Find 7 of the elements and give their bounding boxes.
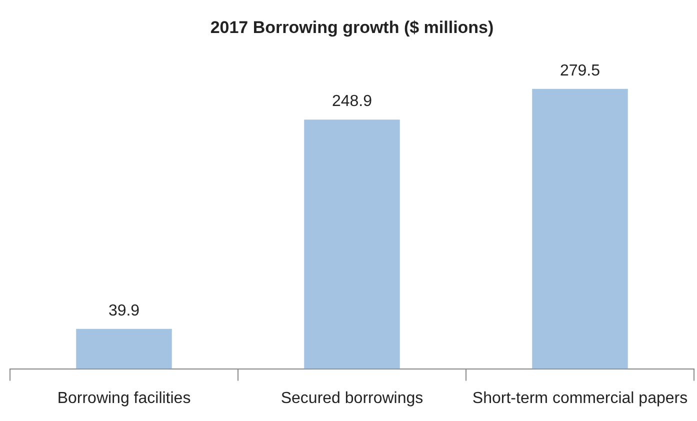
data-label: 248.9: [332, 92, 372, 110]
x-tick-label: Secured borrowings: [280, 390, 424, 407]
x-tick-label: Borrowing facilities: [57, 390, 191, 407]
data-label: 39.9: [108, 302, 140, 320]
data-label: 279.5: [560, 62, 600, 80]
x-tick-label: Short-term commercial papers: [472, 390, 688, 407]
chart-title: 2017 Borrowing growth ($ millions): [210, 18, 494, 37]
